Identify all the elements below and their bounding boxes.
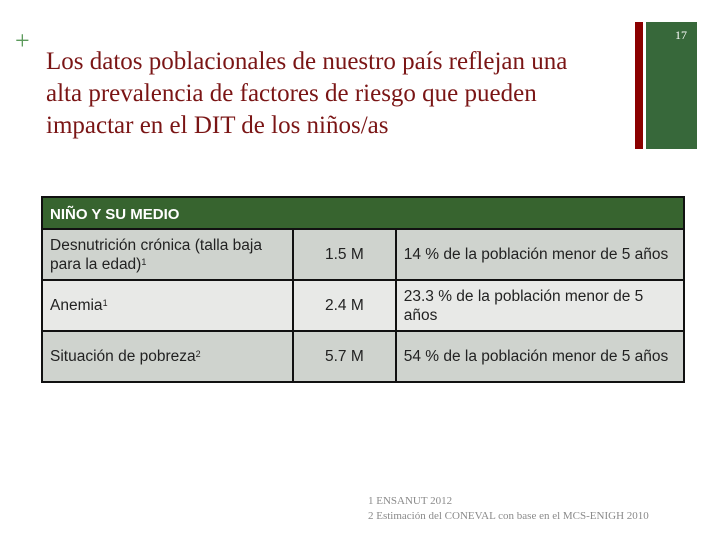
- description-cell: 14 % de la población menor de 5 años: [394, 228, 686, 281]
- description-cell: 54 % de la población menor de 5 años: [394, 330, 686, 383]
- table-header: NIÑO Y SU MEDIO: [41, 196, 685, 230]
- accent-bar-red: [635, 22, 643, 149]
- table-row: Desnutrición crónica (talla baja para la…: [41, 228, 686, 281]
- value-cell: 5.7 M: [291, 330, 397, 383]
- footnote-1: 1 ENSANUT 2012: [368, 495, 453, 507]
- page-number: 17: [675, 28, 687, 42]
- footnotes: 1 ENSANUT 2012 2 Estimación del CONEVAL …: [368, 494, 649, 524]
- slide-title: Los datos poblacionales de nuestro país …: [46, 48, 568, 139]
- plus-bullet-icon: +: [15, 26, 30, 55]
- table-row: Situación de pobreza2 5.7 M 54 % de la p…: [41, 330, 686, 383]
- indicator-cell: Desnutrición crónica (talla baja para la…: [41, 228, 294, 281]
- table-row: Anemia1 2.4 M 23.3 % de la población men…: [41, 279, 686, 332]
- value-cell: 2.4 M: [291, 279, 397, 332]
- footnote-ref: 2: [195, 349, 201, 359]
- footnote-2: 2 Estimación del CONEVAL con base en el …: [368, 510, 649, 522]
- indicator-cell: Situación de pobreza2: [41, 330, 294, 383]
- accent-bar-green: 17: [646, 22, 697, 149]
- indicator-cell: Anemia1: [41, 279, 294, 332]
- footnote-ref: 1: [102, 298, 108, 308]
- risk-factors-table: NIÑO Y SU MEDIO Desnutrición crónica (ta…: [41, 196, 686, 383]
- description-cell: 23.3 % de la población menor de 5 años: [394, 279, 686, 332]
- footnote-ref: 1: [141, 256, 147, 267]
- value-cell: 1.5 M: [291, 228, 397, 281]
